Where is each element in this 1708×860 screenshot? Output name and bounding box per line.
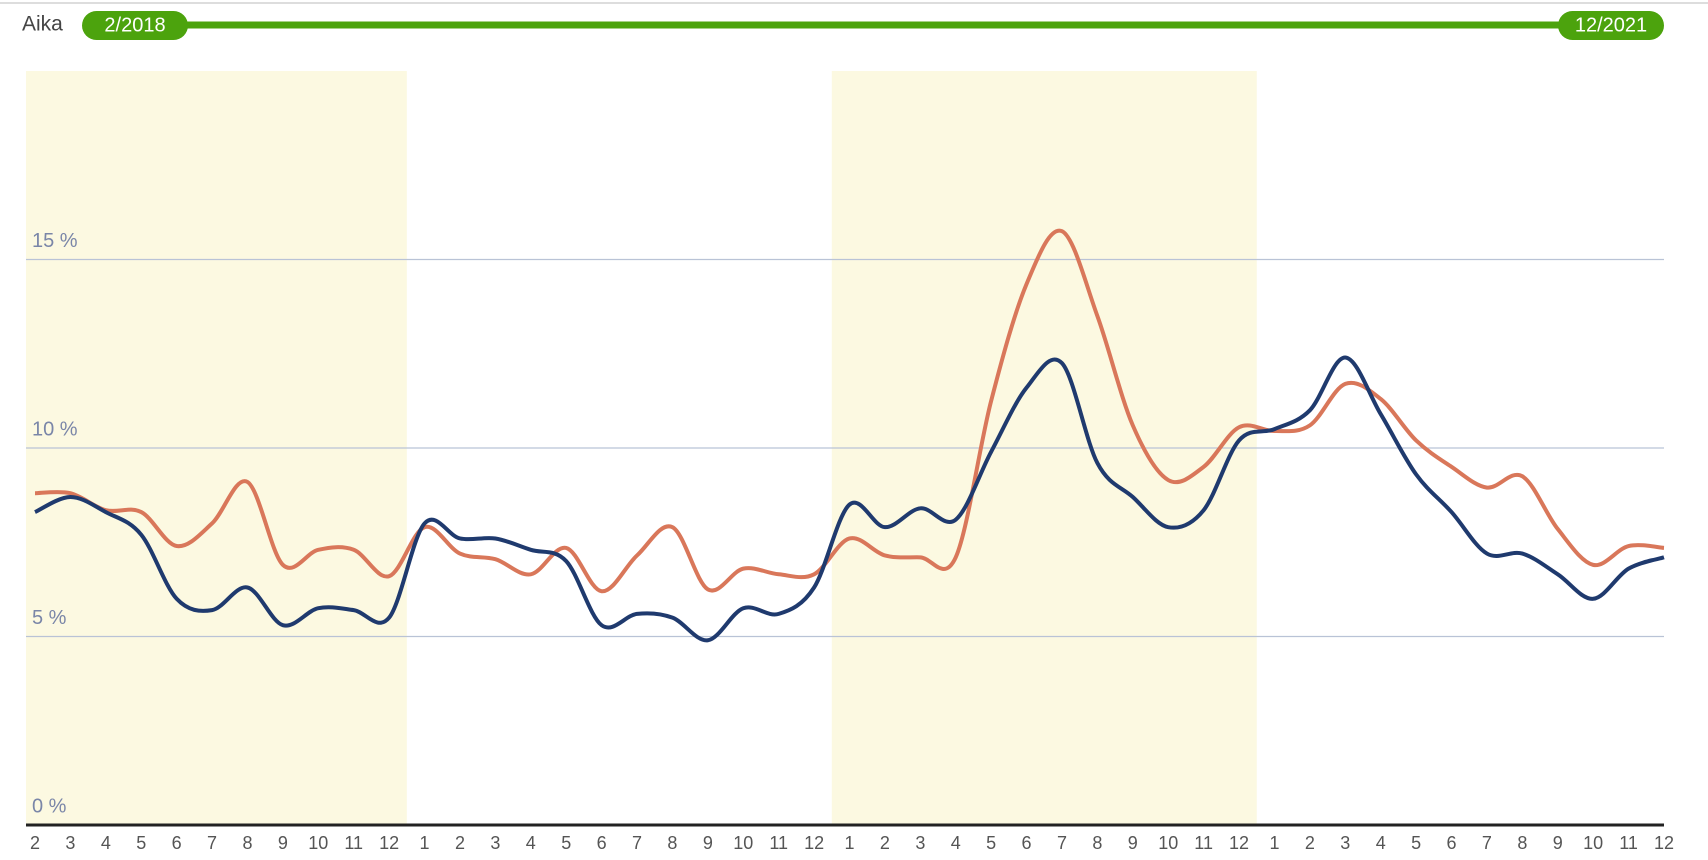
slider-end-handle[interactable] — [1558, 11, 1664, 40]
y-tick-label: 5 % — [32, 607, 67, 629]
x-tick-label: 10 — [308, 833, 328, 853]
x-tick-label: 6 — [1447, 833, 1457, 853]
x-tick-label: 10 — [1158, 833, 1178, 853]
x-tick-label: 1 — [420, 833, 430, 853]
x-tick-label: 8 — [667, 833, 677, 853]
x-tick-label: 4 — [1376, 833, 1386, 853]
x-tick-label: 11 — [769, 833, 788, 853]
y-tick-label: 10 % — [32, 418, 78, 440]
x-tick-label: 7 — [1057, 833, 1067, 853]
x-tick-label: 11 — [1194, 833, 1213, 853]
slider-label: Aika — [22, 13, 63, 36]
series-line — [34, 355, 1665, 643]
x-tick-label: 6 — [597, 833, 607, 853]
x-tick-label: 5 — [561, 833, 571, 853]
series-line — [34, 228, 1665, 594]
x-tick-label: 10 — [733, 833, 753, 853]
x-tick-label: 1 — [844, 833, 854, 853]
x-tick-label: 12 — [379, 833, 399, 853]
x-tick-label: 1 — [1269, 833, 1279, 853]
x-tick-label: 8 — [1517, 833, 1527, 853]
slider-start-handle[interactable] — [82, 11, 188, 40]
x-tick-label: 9 — [703, 833, 713, 853]
x-tick-label: 3 — [490, 833, 500, 853]
x-tick-label: 4 — [101, 833, 111, 853]
x-tick-label: 9 — [1128, 833, 1138, 853]
x-tick-label: 10 — [1583, 833, 1603, 853]
x-tick-label: 3 — [1340, 833, 1350, 853]
x-tick-label: 9 — [1553, 833, 1563, 853]
x-tick-label: 11 — [344, 833, 363, 853]
x-tick-label: 2 — [455, 833, 465, 853]
x-tick-label: 8 — [242, 833, 252, 853]
x-tick-label: 7 — [1482, 833, 1492, 853]
x-tick-label: 11 — [1619, 833, 1638, 853]
slider-end: 12/2021 — [1575, 14, 1647, 36]
y-tick-label: 15 % — [32, 230, 78, 252]
x-tick-label: 6 — [1022, 833, 1032, 853]
x-tick-label: 12 — [1654, 833, 1674, 853]
x-tick-label: 8 — [1092, 833, 1102, 853]
x-tick-label: 7 — [207, 833, 217, 853]
slider-start: 2/2018 — [104, 14, 165, 36]
y-tick-label: 0 % — [32, 795, 67, 817]
x-tick-label: 3 — [65, 833, 75, 853]
x-tick-label: 12 — [1229, 833, 1249, 853]
x-tick-label: 2 — [880, 833, 890, 853]
x-tick-label: 5 — [986, 833, 996, 853]
x-tick-label: 5 — [136, 833, 146, 853]
x-tick-label: 9 — [278, 833, 288, 853]
x-tick-label: 2 — [1305, 833, 1315, 853]
x-tick-label: 4 — [951, 833, 961, 853]
x-tick-label: 4 — [526, 833, 536, 853]
x-tick-label: 2 — [30, 833, 40, 853]
x-tick-label: 7 — [632, 833, 642, 853]
x-tick-label: 6 — [172, 833, 182, 853]
x-tick-label: 3 — [915, 833, 925, 853]
x-tick-label: 12 — [804, 833, 824, 853]
x-tick-label: 5 — [1411, 833, 1421, 853]
